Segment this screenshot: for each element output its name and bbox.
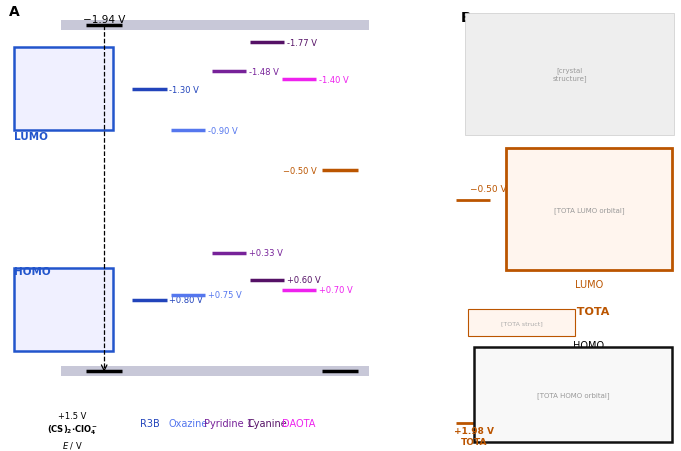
Text: +1.5 V
$\mathbf{(CS)_2{\cdot}ClO_4^-}$
$E$ / V
$(Vs\ Fc/Fc^+)$: +1.5 V $\mathbf{(CS)_2{\cdot}ClO_4^-}$ $…: [47, 411, 98, 451]
Text: LUMO: LUMO: [575, 280, 603, 290]
Text: -1.48 V: -1.48 V: [249, 68, 279, 77]
Bar: [467, 309, 575, 336]
Text: -1.40 V: -1.40 V: [319, 76, 349, 85]
Text: TOTA: TOTA: [569, 307, 609, 317]
Text: [TOTA struct]: [TOTA struct]: [501, 321, 542, 326]
Text: A: A: [9, 5, 20, 19]
Text: -1.30 V: -1.30 V: [170, 86, 200, 95]
Text: +0.80 V: +0.80 V: [170, 296, 203, 305]
Text: +0.75 V: +0.75 V: [208, 291, 242, 299]
Text: [TOTA LUMO orbital]: [TOTA LUMO orbital]: [554, 207, 624, 213]
Bar: [506, 149, 672, 271]
Text: −1.94 V: −1.94 V: [83, 15, 125, 25]
Text: LUMO: LUMO: [14, 131, 48, 141]
Text: Pyridine 1: Pyridine 1: [204, 418, 253, 428]
Bar: [14, 48, 113, 130]
Text: HOMO: HOMO: [573, 341, 605, 350]
Text: [crystal
structure]: [crystal structure]: [552, 67, 587, 82]
Text: +1.98 V
TOTA: +1.98 V TOTA: [454, 426, 494, 446]
Text: R3B: R3B: [140, 418, 159, 428]
Text: +0.60 V: +0.60 V: [287, 276, 321, 285]
Text: −0.50 V: −0.50 V: [470, 185, 507, 194]
Text: DAOTA: DAOTA: [282, 418, 315, 428]
Bar: [14, 269, 113, 351]
Text: B: B: [461, 11, 471, 25]
Text: -1.77 V: -1.77 V: [287, 39, 317, 48]
Text: HOMO: HOMO: [14, 267, 50, 276]
Text: −0.50 V: −0.50 V: [283, 166, 317, 175]
Text: +0.33 V: +0.33 V: [249, 249, 283, 258]
Bar: [474, 347, 672, 442]
Bar: [465, 14, 674, 135]
Text: Cyanine: Cyanine: [247, 418, 287, 428]
Text: Oxazine: Oxazine: [168, 418, 208, 428]
Text: +0.70 V: +0.70 V: [319, 285, 353, 295]
Text: -0.90 V: -0.90 V: [208, 126, 238, 135]
Text: [TOTA HOMO orbital]: [TOTA HOMO orbital]: [537, 391, 609, 398]
